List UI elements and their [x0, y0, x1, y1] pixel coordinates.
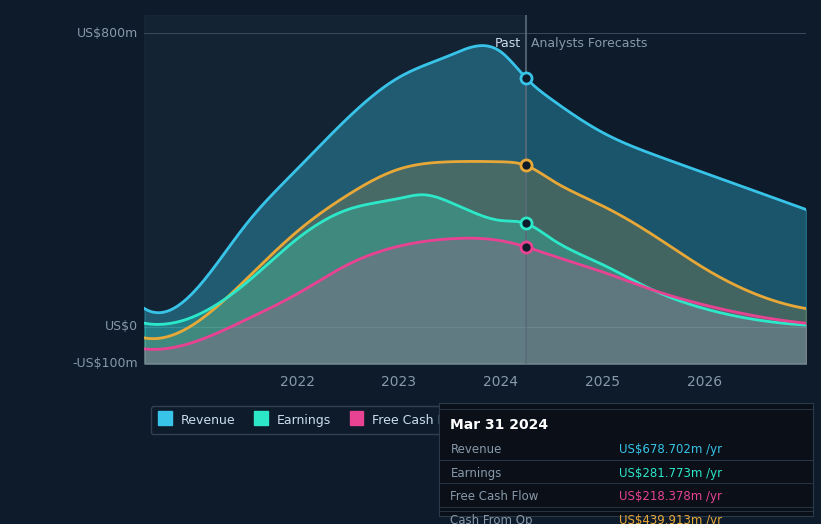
Text: -US$100m: -US$100m — [72, 357, 138, 370]
Text: US$281.773m /yr: US$281.773m /yr — [618, 466, 722, 479]
Text: Revenue: Revenue — [451, 443, 502, 456]
Text: US$800m: US$800m — [76, 27, 138, 40]
Text: Mar 31 2024: Mar 31 2024 — [451, 418, 548, 432]
Text: Earnings: Earnings — [451, 466, 502, 479]
Text: US$439.913m /yr: US$439.913m /yr — [618, 514, 722, 524]
Text: US$678.702m /yr: US$678.702m /yr — [618, 443, 722, 456]
Text: Free Cash Flow: Free Cash Flow — [451, 490, 539, 503]
Bar — [144, 15, 526, 364]
Text: Cash From Op: Cash From Op — [451, 514, 533, 524]
Text: US$0: US$0 — [105, 320, 138, 333]
Text: US$218.378m /yr: US$218.378m /yr — [618, 490, 722, 503]
Text: Analysts Forecasts: Analysts Forecasts — [531, 37, 648, 50]
Text: Past: Past — [495, 37, 521, 50]
Legend: Revenue, Earnings, Free Cash Flow, Cash From Op: Revenue, Earnings, Free Cash Flow, Cash … — [151, 406, 603, 434]
